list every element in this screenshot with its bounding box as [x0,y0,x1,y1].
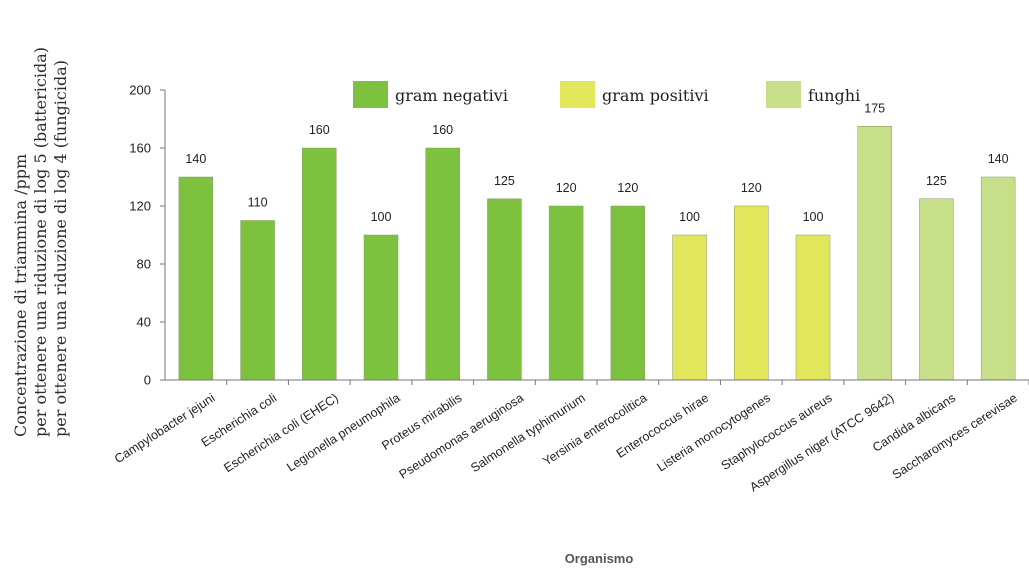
bar [302,147,337,381]
legend-swatch [560,81,595,108]
y-tick-label: 200 [129,83,151,98]
bar [857,126,892,381]
y-tick-label: 120 [129,199,151,214]
x-tick-label: Legionella pneumophila [284,391,402,475]
bar-value-label: 100 [371,210,392,224]
bar-value-label: 140 [988,152,1009,166]
bar-value-label: 140 [185,152,206,166]
bar-value-label: 120 [556,181,577,195]
bar [548,205,584,381]
legend-label: gram positivi [602,86,709,105]
bar-value-label: 120 [617,181,638,195]
bar-value-label: 125 [494,174,515,188]
bar-value-label: 100 [803,210,824,224]
y-tick-label: 40 [137,315,151,330]
bar-value-label: 100 [679,210,700,224]
bar [487,198,522,381]
bar-value-label: 110 [248,196,268,210]
y-tick-label: 0 [144,373,151,388]
bars: 140 110 160 100 160 125 120 120 100 120 100 175 125 1… [178,101,1016,381]
y-axis-label-line-3: per ottenere una riduzione di log 4 (fun… [51,60,70,437]
y-axis-label: Concentrazione di triammina /ppm per ott… [11,47,70,437]
bar [363,234,399,381]
legend-swatch [766,81,801,108]
bar [610,205,646,381]
y-tick-label: 80 [137,257,151,272]
legend-label: gram negativi [395,86,508,105]
x-tick-label: Campylobacter jejuni [112,391,218,466]
legend-label: funghi [808,86,860,105]
y-tick-label: 160 [129,141,151,156]
y-axis-label-line-2: per ottenere una riduzione di log 5 (bat… [31,47,50,437]
x-axis-label: Organismo [565,551,634,566]
bar [795,234,831,381]
bar-value-label: 160 [432,123,453,137]
bar-value-label: 160 [309,123,330,137]
bar [919,198,954,381]
legend-swatch [353,81,388,108]
bar [178,176,214,381]
x-tick-label: Listeria monocytogenes [655,391,773,475]
x-tick-label: Yersinia enterocolitica [540,391,649,469]
legend: gram negativi gram positivi funghi [353,81,860,108]
y-axis: 0 40 80 120 160 200 [129,83,166,388]
bar [240,220,275,381]
bar-value-label: 120 [741,181,762,195]
x-tick-label: Staphylococcus aureus [719,391,835,473]
bar [734,205,769,381]
bar [980,176,1016,381]
bar [425,147,460,381]
bar-value-label: 125 [926,174,947,188]
y-axis-label-line-1: Concentrazione di triammina /ppm [11,154,30,437]
bar [672,234,707,381]
x-tick-label: Salmonella typhimurium [468,391,587,475]
x-tick-label: Escherichia coli (EHEC) [221,391,340,475]
bar-value-label: 175 [864,101,885,115]
